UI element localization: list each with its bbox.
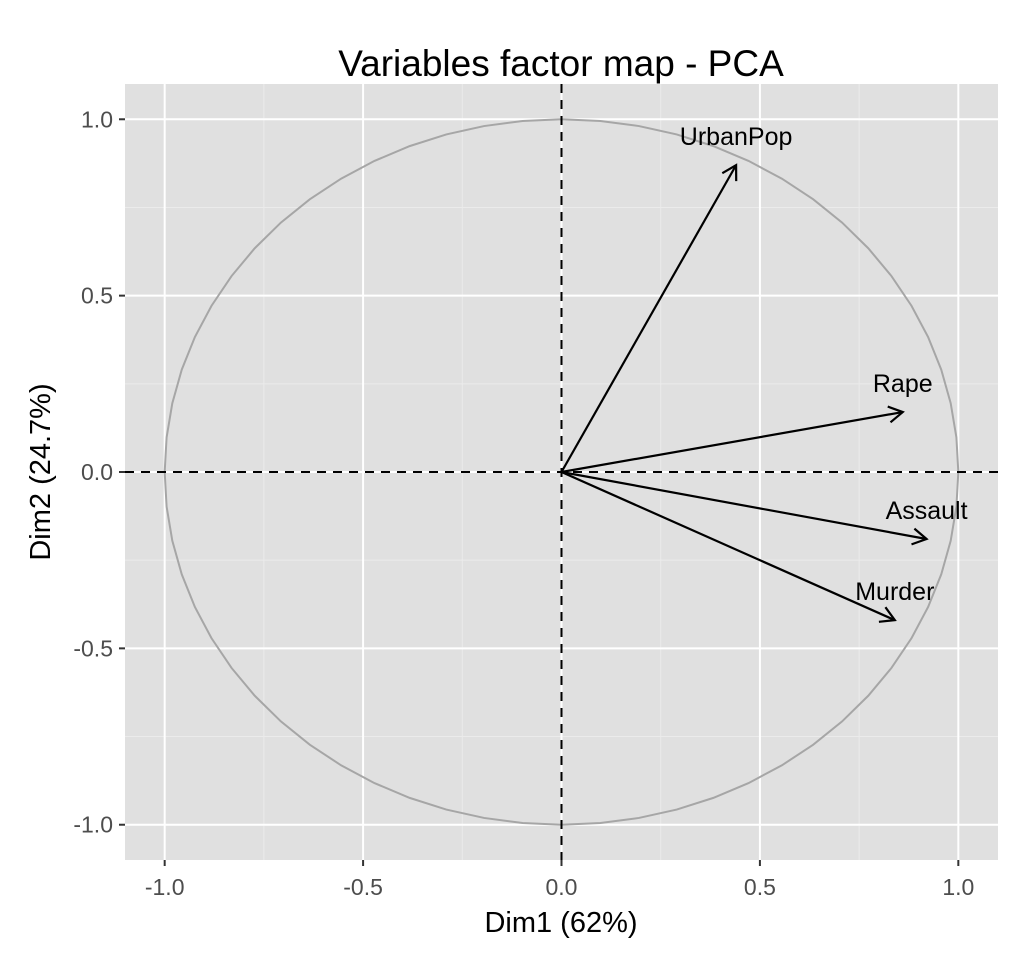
x-axis-ticks: -1.0 -0.5 0.0 0.5 1.0 [145,860,974,900]
y-tick-label: -0.5 [73,635,113,661]
x-axis-title: Dim1 (62%) [484,907,637,939]
x-tick-label: 0.0 [546,874,578,900]
y-tick-label: -1.0 [73,812,113,838]
label-murder: Murder [855,578,934,606]
chart-title: Variables factor map - PCA [338,43,784,84]
x-tick-label: -1.0 [145,874,185,900]
label-urbanpop: UrbanPop [680,123,793,151]
arrowhead-urbanpop [721,163,738,182]
arrowhead-rape [887,405,905,424]
arrowhead-assault [911,527,929,546]
y-tick-label: 0.5 [81,283,113,309]
arrow-murder [561,470,896,622]
arrow-assault [561,470,927,541]
x-tick-label: 1.0 [942,874,974,900]
label-assault: Assault [886,497,968,525]
y-axis-ticks: -1.0 -0.5 0.0 0.5 1.0 [73,106,125,838]
label-rape: Rape [873,370,933,398]
x-tick-label: -0.5 [343,874,383,900]
arrowhead-murder [878,606,897,623]
y-tick-label: 1.0 [81,106,113,132]
x-tick-label: 0.5 [744,874,776,900]
variable-arrows: UrbanPop Rape Assault Murder [560,123,968,623]
arrow-urbanpop [560,164,738,473]
y-tick-label: 0.0 [81,459,113,485]
y-axis-title: Dim2 (24.7%) [25,383,57,560]
arrow-rape [561,410,903,474]
